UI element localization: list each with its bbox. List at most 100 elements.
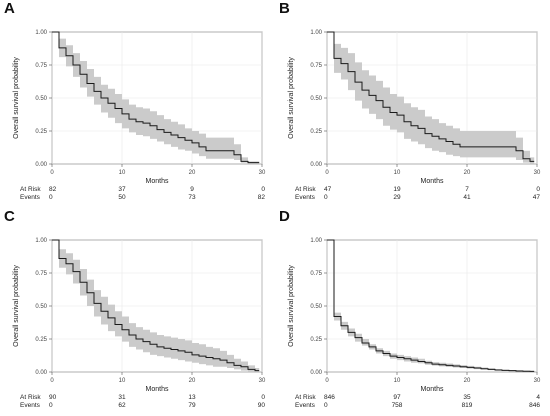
at-risk-value: 97 <box>393 394 401 401</box>
at-risk-value: 846 <box>324 394 335 401</box>
y-tick-label: 0.75 <box>310 63 322 69</box>
events-value: 0 <box>49 402 53 409</box>
km-plot-a: 0.00 0.25 0.50 0.75 1.00 0 10 20 30 Months Overall… <box>13 30 266 201</box>
at-risk-value: 90 <box>49 394 57 401</box>
y-tick-label: 0.75 <box>310 271 322 277</box>
risk-row-label: At Risk <box>295 186 316 193</box>
x-tick-label: 20 <box>464 378 471 384</box>
at-risk-value: 0 <box>261 394 265 401</box>
risk-row-label: At Risk <box>20 394 41 401</box>
risk-row-label: Events <box>20 194 41 201</box>
at-risk-value: 9 <box>190 186 194 193</box>
survival-curve <box>52 31 260 164</box>
x-tick-label: 10 <box>394 378 401 384</box>
events-value: 846 <box>529 402 540 409</box>
y-tick-label: 0.25 <box>310 129 322 135</box>
events-value: 79 <box>188 402 196 409</box>
x-tick-label: 0 <box>50 378 54 384</box>
at-risk-value: 0 <box>536 186 540 193</box>
panel-letter-d: D <box>279 208 290 225</box>
panel-letter-a: A <box>4 0 15 17</box>
km-plot-c: 0.00 0.25 0.50 0.75 1.00 0 10 20 30 Months Overall… <box>13 238 266 409</box>
panel-b: B 0.00 0.25 0.50 0.75 1.00 0 10 20 30 Months Overa… <box>275 0 550 208</box>
events-value: 82 <box>258 194 266 201</box>
events-value: 0 <box>49 194 53 201</box>
at-risk-value: 13 <box>188 394 196 401</box>
x-tick-label: 20 <box>189 378 196 384</box>
survival-curve <box>52 239 260 372</box>
at-risk-value: 0 <box>261 186 265 193</box>
events-value: 819 <box>462 402 473 409</box>
events-value: 29 <box>393 194 401 201</box>
y-tick-label: 0.50 <box>310 96 322 102</box>
y-tick-label: 0.00 <box>310 370 322 376</box>
at-risk-value: 82 <box>49 186 57 193</box>
x-tick-label: 30 <box>259 170 266 176</box>
y-tick-label: 0.25 <box>35 129 47 135</box>
y-axis-title: Overall survival probability <box>288 265 295 347</box>
risk-row-label: At Risk <box>295 394 316 401</box>
x-tick-label: 20 <box>189 170 196 176</box>
panel-letter-c: C <box>4 208 15 225</box>
y-tick-label: 0.00 <box>310 162 322 168</box>
x-tick-label: 10 <box>394 170 401 176</box>
confidence-band <box>52 32 260 164</box>
y-tick-label: 0.75 <box>35 63 47 69</box>
at-risk-value: 31 <box>118 394 126 401</box>
x-tick-label: 30 <box>259 378 266 384</box>
panel-letter-b: B <box>279 0 290 17</box>
y-tick-label: 1.00 <box>35 238 47 244</box>
x-axis-title: Months <box>421 178 444 185</box>
x-tick-label: 0 <box>50 170 54 176</box>
x-tick-label: 0 <box>325 378 329 384</box>
y-tick-label: 0.50 <box>310 304 322 310</box>
y-axis-title: Overall survival probability <box>13 57 20 139</box>
events-value: 90 <box>258 402 266 409</box>
at-risk-value: 4 <box>536 394 540 401</box>
x-axis-title: Months <box>146 178 169 185</box>
risk-row-label: Events <box>20 402 41 409</box>
y-tick-label: 1.00 <box>310 238 322 244</box>
x-axis-title: Months <box>421 386 444 393</box>
events-value: 0 <box>324 402 328 409</box>
y-tick-label: 0.50 <box>35 96 47 102</box>
x-tick-label: 30 <box>534 170 541 176</box>
y-tick-label: 0.00 <box>35 370 47 376</box>
panel-d: D 0.00 0.25 0.50 0.75 1.00 0 10 20 30 Months Overa… <box>275 208 550 416</box>
y-tick-label: 1.00 <box>310 30 322 36</box>
events-value: 41 <box>463 194 471 201</box>
y-tick-label: 0.25 <box>35 337 47 343</box>
survival-curve <box>327 31 535 162</box>
events-value: 62 <box>118 402 126 409</box>
confidence-band <box>327 32 535 164</box>
y-axis-title: Overall survival probability <box>288 57 295 139</box>
survival-curve <box>327 239 535 372</box>
events-value: 50 <box>118 194 126 201</box>
x-axis-title: Months <box>146 386 169 393</box>
x-tick-label: 0 <box>325 170 329 176</box>
at-risk-value: 37 <box>118 186 126 193</box>
y-tick-label: 1.00 <box>35 30 47 36</box>
y-tick-label: 0.75 <box>35 271 47 277</box>
at-risk-value: 35 <box>463 394 471 401</box>
panel-c: C 0.00 0.25 0.50 0.75 1.00 0 10 20 30 Months Overa… <box>0 208 275 416</box>
events-value: 73 <box>188 194 196 201</box>
x-tick-label: 10 <box>119 378 126 384</box>
risk-row-label: At Risk <box>20 186 41 193</box>
km-plot-b: 0.00 0.25 0.50 0.75 1.00 0 10 20 30 Months Overall… <box>288 30 541 201</box>
x-tick-label: 30 <box>534 378 541 384</box>
y-tick-label: 0.00 <box>35 162 47 168</box>
at-risk-value: 19 <box>393 186 401 193</box>
panel-a: A 0.00 0.25 0.50 0.75 1.00 0 10 20 30 Months Overa… <box>0 0 275 208</box>
x-tick-label: 20 <box>464 170 471 176</box>
events-value: 758 <box>392 402 403 409</box>
risk-row-label: Events <box>295 194 316 201</box>
events-value: 47 <box>533 194 541 201</box>
at-risk-value: 7 <box>465 186 469 193</box>
at-risk-value: 47 <box>324 186 332 193</box>
y-axis-title: Overall survival probability <box>13 265 20 347</box>
x-tick-label: 10 <box>119 170 126 176</box>
events-value: 0 <box>324 194 328 201</box>
km-plot-d: 0.00 0.25 0.50 0.75 1.00 0 10 20 30 Months Overall… <box>288 238 541 409</box>
